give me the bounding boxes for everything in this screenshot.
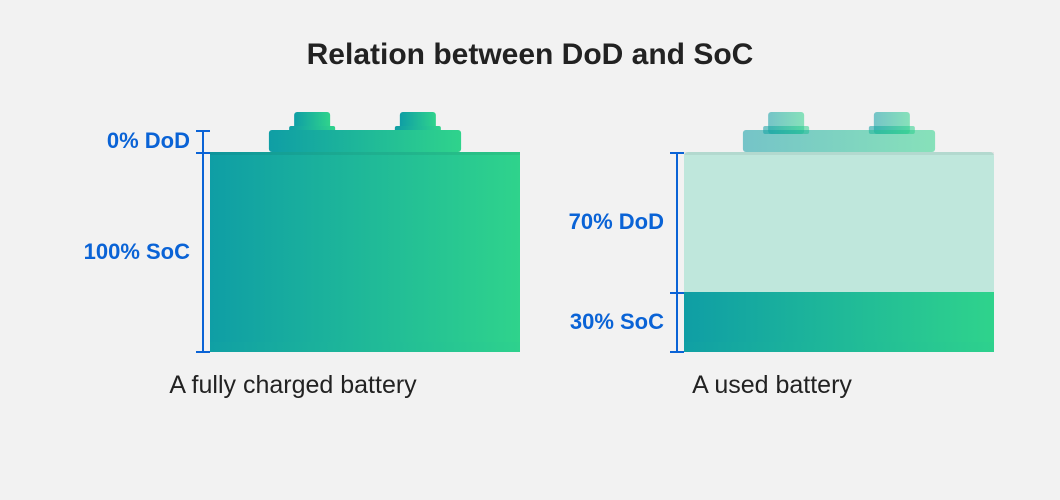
panel-used: 70% DoD 30% SoC: [550, 112, 994, 400]
soc-label: 100% SoC: [84, 239, 190, 265]
labels-full: 0% DoD 100% SoC: [66, 112, 196, 352]
bracket-used: [670, 112, 684, 352]
battery-used: [684, 112, 994, 357]
panel-full: 0% DoD 100% SoC: [66, 112, 520, 400]
bracket-full: [196, 112, 210, 352]
soc-label: 30% SoC: [570, 309, 664, 335]
page-title: Relation between DoD and SoC: [0, 0, 1060, 72]
battery-full: [210, 112, 520, 357]
panels-row: 0% DoD 100% SoC: [0, 112, 1060, 400]
dod-label: 70% DoD: [569, 209, 664, 235]
labels-used: 70% DoD 30% SoC: [550, 112, 670, 352]
dod-label: 0% DoD: [107, 128, 190, 154]
caption-used: A used battery: [692, 371, 852, 400]
caption-full: A fully charged battery: [169, 371, 416, 400]
